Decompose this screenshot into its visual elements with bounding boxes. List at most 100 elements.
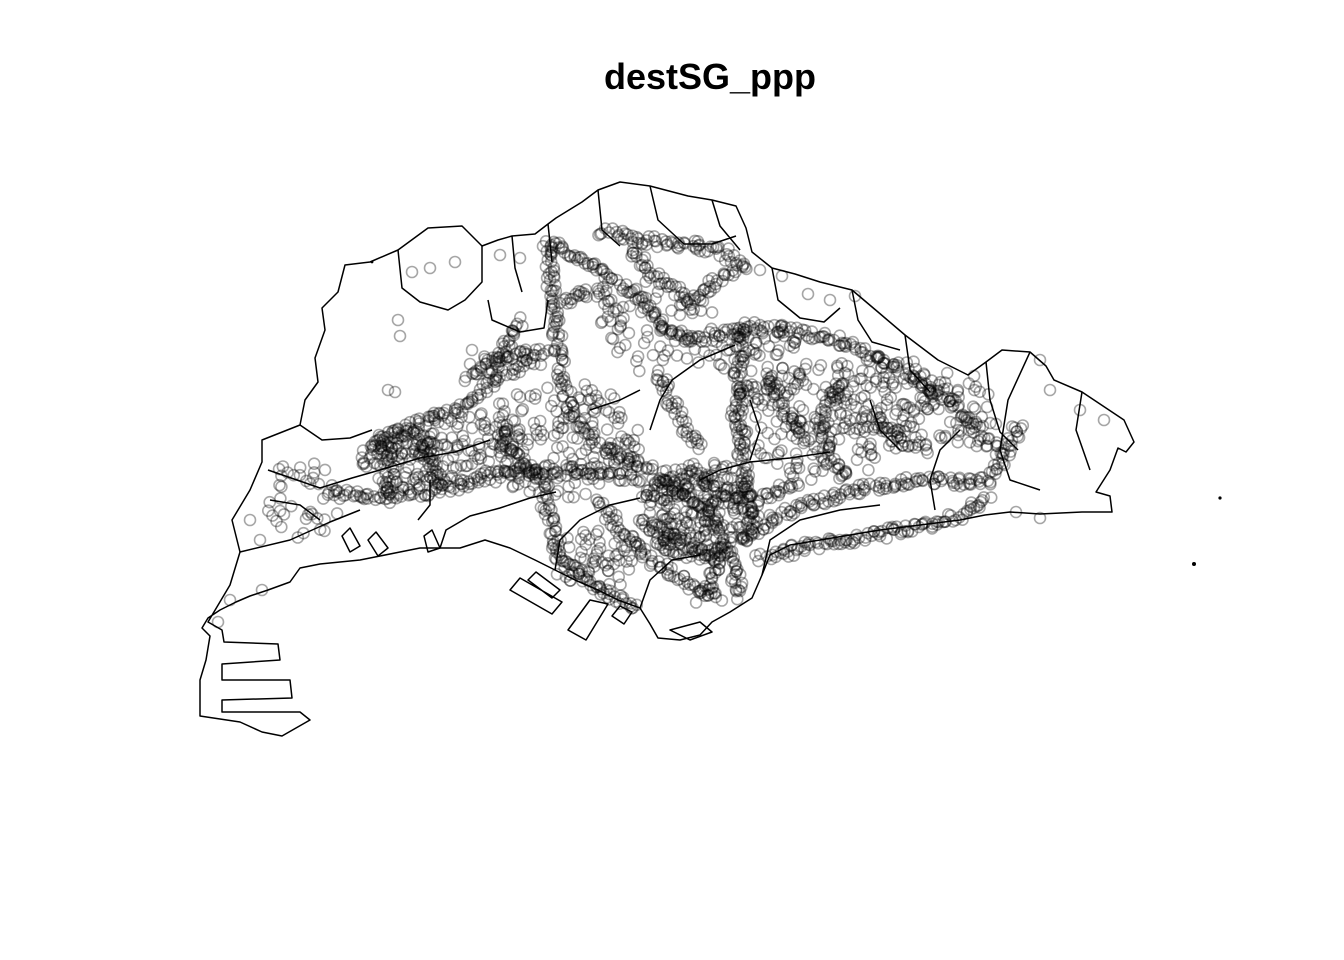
- point-marker: [681, 575, 694, 589]
- point-marker: [555, 353, 569, 366]
- point-marker: [995, 451, 1009, 464]
- point-marker: [610, 273, 624, 287]
- point-marker: [381, 481, 394, 495]
- point-marker: [932, 515, 946, 529]
- point-marker: [684, 334, 698, 348]
- point-marker: [693, 530, 707, 544]
- point-marker: [673, 548, 686, 562]
- point-marker: [551, 362, 565, 375]
- point-marker: [710, 519, 724, 533]
- point-marker: [815, 431, 828, 445]
- point-marker: [725, 328, 739, 341]
- point-marker: [582, 565, 596, 579]
- point-marker: [637, 301, 650, 315]
- point-marker: [901, 401, 914, 415]
- point-marker: [714, 520, 728, 534]
- point-marker: [813, 492, 827, 505]
- point-marker: [417, 442, 431, 455]
- point-marker: [817, 489, 831, 503]
- point-marker: [646, 348, 660, 362]
- point-marker: [630, 354, 643, 368]
- point-marker: [586, 468, 600, 482]
- point-marker: [873, 529, 887, 543]
- point-marker: [908, 517, 921, 531]
- point-marker: [560, 555, 574, 569]
- point-marker: [624, 467, 638, 481]
- point-marker: [741, 480, 755, 493]
- point-marker: [595, 263, 609, 276]
- point-marker: [492, 397, 506, 410]
- point-marker: [594, 263, 607, 277]
- point-marker: [853, 372, 867, 386]
- point-marker: [409, 471, 422, 485]
- point-marker: [500, 418, 514, 432]
- point-marker: [518, 457, 531, 471]
- point-marker: [747, 526, 761, 540]
- point-marker: [612, 410, 625, 424]
- point-marker: [639, 490, 653, 504]
- point-marker: [648, 476, 662, 490]
- point-marker: [886, 434, 899, 448]
- point-marker: [665, 401, 679, 414]
- point-marker: [742, 521, 755, 535]
- point-marker: [843, 422, 856, 436]
- point-marker: [695, 466, 708, 480]
- point-marker: [651, 373, 665, 387]
- point-marker: [697, 475, 711, 489]
- point-marker: [601, 442, 615, 456]
- point-marker: [656, 384, 670, 398]
- point-marker: [622, 326, 636, 340]
- point-marker: [737, 480, 751, 493]
- point-marker: [730, 332, 744, 346]
- point-marker: [498, 427, 512, 440]
- point-marker: [596, 465, 610, 479]
- point-marker: [832, 432, 846, 446]
- point-marker: [411, 483, 424, 496]
- point-marker: [733, 568, 747, 581]
- point-marker: [685, 508, 699, 521]
- point-marker: [512, 448, 526, 462]
- point-marker: [835, 356, 849, 370]
- point-marker: [384, 447, 398, 460]
- point-marker: [374, 491, 387, 505]
- point-marker: [661, 393, 675, 407]
- point-marker: [731, 502, 744, 515]
- point-marker: [454, 473, 468, 487]
- point-marker: [823, 441, 837, 454]
- point-marker: [568, 465, 581, 479]
- point-marker: [677, 291, 691, 304]
- point-marker: [822, 416, 835, 430]
- point-marker: [547, 269, 561, 283]
- point-marker: [885, 360, 899, 374]
- point-marker: [932, 470, 946, 484]
- point-marker: [506, 325, 520, 338]
- point-marker: [773, 485, 787, 499]
- point-marker: [372, 428, 386, 442]
- point-marker: [795, 499, 809, 512]
- point-marker: [546, 534, 560, 548]
- point-marker: [586, 415, 599, 429]
- point-marker: [496, 364, 509, 377]
- point-marker: [529, 388, 542, 401]
- point-marker: [533, 472, 547, 486]
- point-marker: [739, 428, 752, 441]
- point-marker: [732, 330, 746, 344]
- point-marker: [664, 235, 678, 248]
- point-marker: [635, 490, 649, 504]
- point-marker: [699, 479, 712, 493]
- point-marker: [708, 586, 721, 600]
- point-marker: [957, 507, 970, 521]
- point-marker: [665, 484, 679, 498]
- point-marker: [822, 431, 836, 444]
- point-marker: [780, 385, 794, 399]
- point-marker: [388, 426, 402, 439]
- point-marker: [649, 536, 663, 549]
- point-marker: [540, 478, 554, 491]
- point-marker: [489, 357, 503, 370]
- point-marker: [745, 504, 758, 518]
- plot-title: destSG_ppp: [603, 56, 817, 97]
- point-marker: [556, 241, 570, 255]
- point-marker: [658, 276, 672, 290]
- point-marker: [608, 411, 621, 425]
- point-marker: [701, 589, 715, 602]
